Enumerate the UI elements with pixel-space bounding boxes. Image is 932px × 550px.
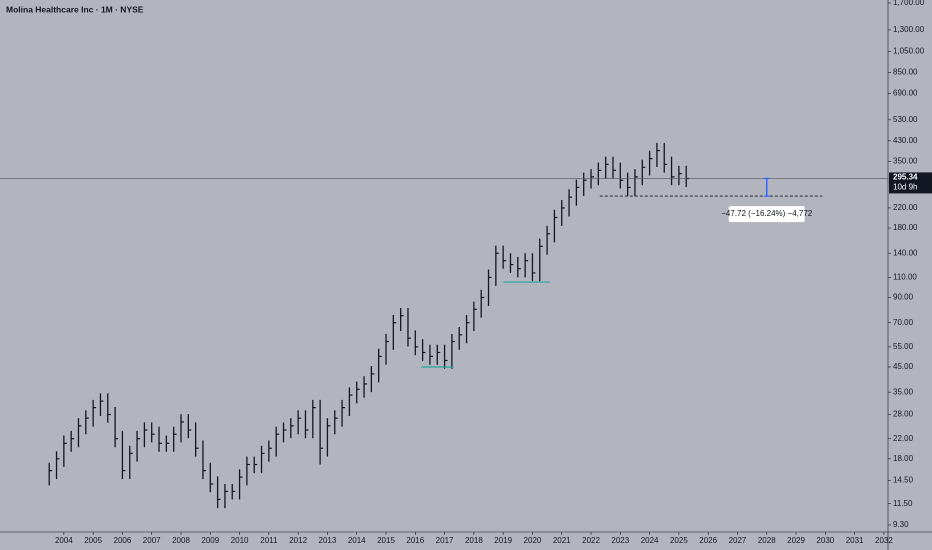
x-tick-label: 2026 — [699, 536, 717, 545]
y-tick-label: 45.00 — [893, 362, 914, 371]
y-tick-label: 430.00 — [893, 136, 918, 145]
y-tick-label: 530.00 — [893, 115, 918, 124]
x-tick-label: 2032 — [875, 536, 893, 545]
y-tick-label: 70.00 — [893, 318, 914, 327]
x-tick-label: 2011 — [260, 536, 278, 545]
x-tick-label: 2029 — [787, 536, 805, 545]
y-tick-label: 350.00 — [893, 157, 918, 166]
y-tick-label: 220.00 — [893, 203, 918, 212]
x-tick-label: 2027 — [729, 536, 747, 545]
x-tick-label: 2016 — [406, 536, 424, 545]
x-tick-label: 2024 — [641, 536, 659, 545]
x-tick-label: 2017 — [436, 536, 454, 545]
x-tick-label: 2022 — [582, 536, 600, 545]
y-tick-label: 140.00 — [893, 248, 918, 257]
x-tick-label: 2009 — [201, 536, 219, 545]
x-tick-label: 2006 — [114, 536, 132, 545]
countdown-label: 10d 9h — [893, 183, 917, 192]
x-tick-label: 2005 — [84, 536, 102, 545]
x-tick-label: 2007 — [143, 536, 161, 545]
x-tick-label: 2021 — [553, 536, 571, 545]
x-tick-label: 2025 — [670, 536, 688, 545]
x-tick-label: 2030 — [816, 536, 834, 545]
y-tick-label: 690.00 — [893, 88, 918, 97]
x-tick-label: 2012 — [289, 536, 307, 545]
x-tick-label: 2004 — [55, 536, 73, 545]
last-price-box — [889, 172, 932, 194]
y-tick-label: 1,300.00 — [893, 25, 925, 34]
y-tick-label: 11.50 — [893, 499, 913, 508]
x-tick-label: 2018 — [465, 536, 483, 545]
x-tick-label: 2008 — [172, 536, 190, 545]
last-price-label: 295.34 — [893, 173, 918, 182]
y-tick-label: 18.00 — [893, 454, 914, 463]
y-tick-label: 1,050.00 — [893, 46, 925, 55]
y-tick-label: 55.00 — [893, 342, 914, 351]
x-tick-label: 2023 — [611, 536, 629, 545]
y-tick-label: 90.00 — [893, 293, 914, 302]
y-tick-label: 180.00 — [893, 223, 918, 232]
chart-title: Molina Healthcare Inc · 1M · NYSE — [6, 4, 144, 14]
y-tick-label: 1,700.00 — [893, 0, 925, 7]
x-tick-label: 2013 — [319, 536, 337, 545]
y-tick-label: 14.50 — [893, 476, 914, 485]
x-tick-label: 2014 — [348, 536, 366, 545]
y-tick-label: 9.30 — [893, 520, 909, 529]
x-tick-label: 2020 — [524, 536, 542, 545]
y-tick-label: 110.00 — [893, 273, 917, 282]
x-tick-label: 2028 — [758, 536, 776, 545]
y-tick-label: 850.00 — [893, 68, 918, 77]
y-tick-label: 22.00 — [893, 434, 914, 443]
x-tick-label: 2031 — [846, 536, 864, 545]
x-tick-label: 2019 — [494, 536, 512, 545]
x-tick-label: 2015 — [377, 536, 395, 545]
y-tick-label: 35.00 — [893, 387, 914, 396]
y-tick-label: 28.00 — [893, 410, 914, 419]
measure-label: −47.72 (−16.24%) −4,772 — [721, 209, 813, 218]
x-tick-label: 2010 — [231, 536, 249, 545]
measure-label-box — [728, 206, 805, 223]
